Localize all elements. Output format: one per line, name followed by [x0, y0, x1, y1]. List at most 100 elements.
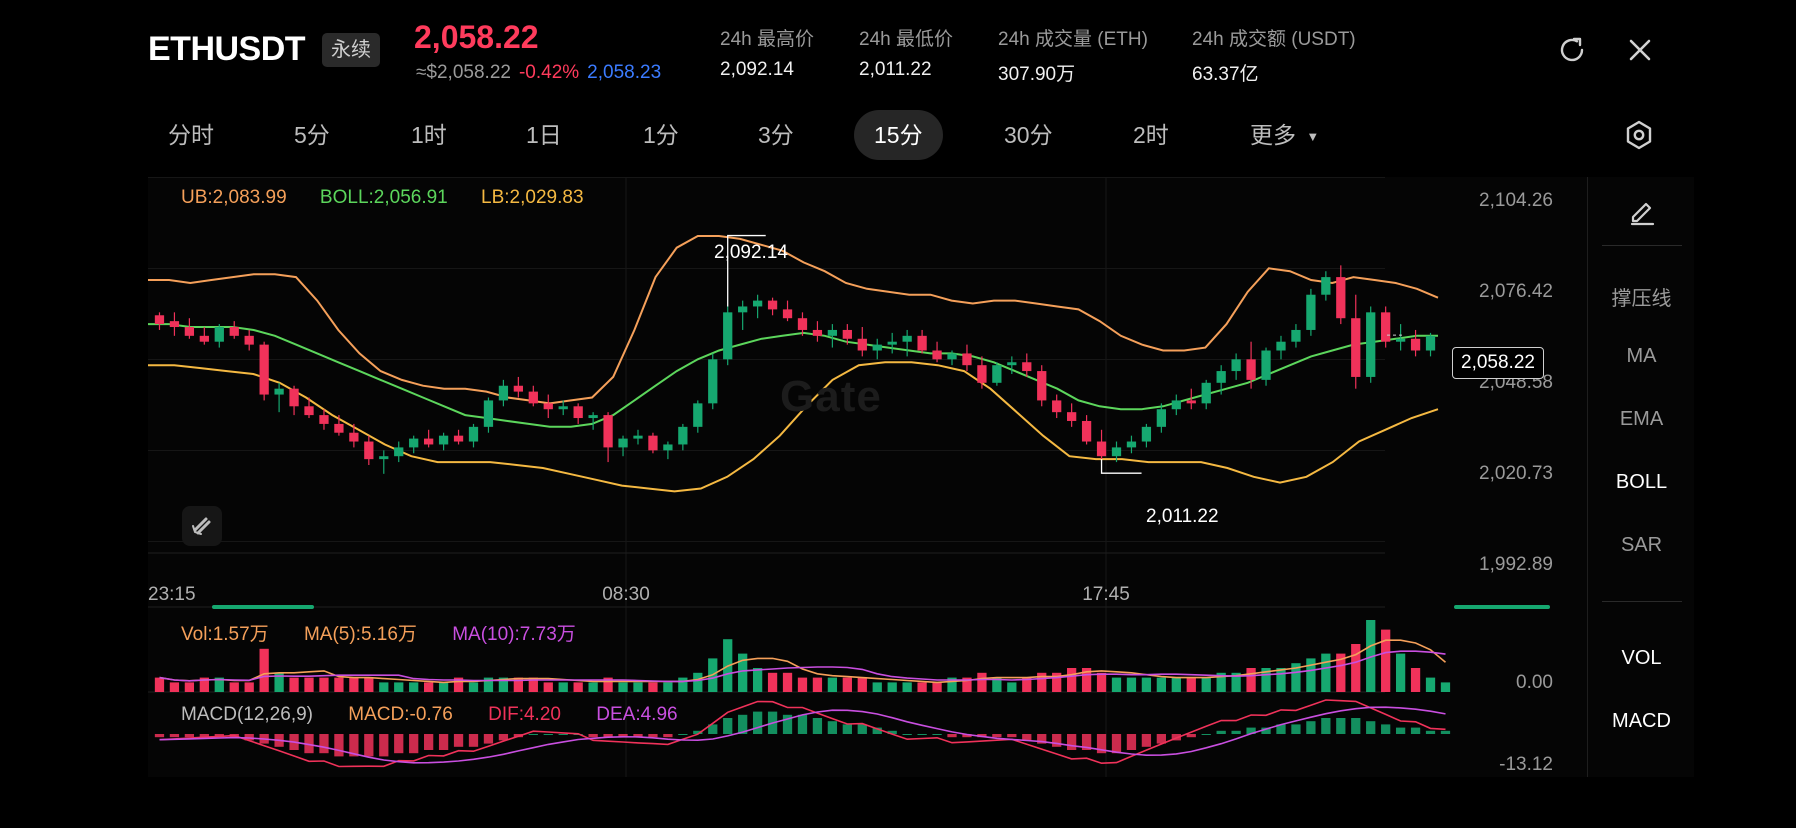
indicator-panel: 撑压线 MA EMA BOLL SAR VOL MACD [1587, 177, 1694, 777]
volume-bar [618, 682, 628, 692]
macd-bar [693, 730, 703, 734]
candle-body [1425, 335, 1436, 351]
volume-bar [184, 682, 195, 692]
indicator-boll[interactable]: BOLL [1615, 471, 1668, 493]
indicator-support-resistance[interactable]: 撑压线 [1611, 288, 1672, 310]
tab-30m[interactable]: 30分 [1004, 122, 1053, 148]
scroll-indicator-right[interactable] [1454, 605, 1550, 609]
macd-bar [424, 734, 434, 750]
dea-line [159, 706, 1446, 764]
volume-bar [663, 682, 673, 692]
vol-legend: Vol:1.57万 MA(5):5.16万 MA(10):7.73万 [181, 619, 576, 646]
candle-body [663, 444, 673, 451]
macd-bar [663, 734, 673, 738]
macd-bar [453, 734, 464, 747]
stat-label: 24h 成交量 (ETH) [998, 29, 1148, 50]
time-axis-label: 08:30 [602, 584, 650, 605]
macd-bar [857, 724, 867, 734]
candle-body [618, 438, 628, 448]
volume-bar [1410, 668, 1421, 692]
macd-bar [1381, 724, 1391, 734]
candle-body [364, 441, 374, 460]
indicator-vol[interactable]: VOL [1621, 647, 1662, 669]
tab-timeshare[interactable]: 分时 [168, 122, 214, 148]
price-axis-label: 2,020.73 [1479, 463, 1553, 484]
macd-bar [1141, 734, 1152, 747]
volume-bar [1171, 677, 1181, 692]
price-axis-label: 2,076.42 [1479, 281, 1553, 302]
tab-5m[interactable]: 5分 [294, 122, 330, 148]
candle-body [723, 312, 733, 360]
panel-divider [1602, 245, 1682, 246]
macd-bar [902, 734, 912, 735]
close-icon[interactable] [1622, 32, 1658, 68]
panel-divider [1602, 601, 1682, 602]
change-percent: -0.42% [518, 62, 580, 83]
indicator-sar[interactable]: SAR [1620, 534, 1663, 556]
indicator-macd[interactable]: MACD [1612, 710, 1671, 732]
timeframe-tabs: 分时 5分 1时 1日 1分 3分 15分 30分 2时 更多 ▼ [148, 110, 1708, 160]
refresh-icon[interactable] [1554, 32, 1590, 68]
draw-tool-button[interactable] [1588, 195, 1695, 233]
indicator-ema[interactable]: EMA [1619, 408, 1664, 430]
volume-bar [1141, 677, 1152, 692]
candle-body [154, 315, 165, 325]
tab-2h[interactable]: 2时 [1133, 122, 1169, 148]
indicator-ma[interactable]: MA [1626, 345, 1657, 367]
tab-15m[interactable]: 15分 [854, 110, 943, 160]
caret-down-icon: ▼ [1306, 128, 1320, 144]
volume-bar [379, 682, 389, 692]
macd-bar [723, 718, 733, 734]
approx-usd-price: ≈$2,058.22 [416, 62, 511, 83]
candle-body [1067, 412, 1077, 421]
volume-bar [603, 677, 613, 692]
annotations [727, 234, 1403, 474]
macd-bar [364, 734, 374, 757]
candle-body [528, 391, 538, 404]
volume-bar [678, 677, 688, 692]
candle-body [1366, 312, 1376, 377]
macd-bar [1246, 727, 1256, 734]
macd-bar [1186, 734, 1196, 738]
symbol-name[interactable]: ETHUSDT [148, 30, 306, 68]
volume-bar [752, 668, 763, 692]
volume-bar [229, 682, 239, 692]
settings-hexagon-icon[interactable] [1620, 116, 1658, 154]
candle-body [274, 388, 284, 395]
volume-bar [1096, 672, 1107, 692]
volume-bar [438, 682, 449, 692]
high-marker-line [727, 234, 766, 307]
tab-1h[interactable]: 1时 [411, 122, 447, 148]
volume-bar [453, 677, 464, 692]
chart-mode-button[interactable] [182, 506, 222, 546]
volume-bar [1231, 672, 1241, 692]
macd-bar [992, 734, 1002, 738]
macd-bar [648, 734, 658, 738]
boll-middle-line [148, 323, 1438, 428]
high-price-label: 2,092.14 [714, 242, 788, 263]
candle-body [782, 309, 793, 319]
stat-value: 307.90万 [998, 64, 1076, 85]
volume-bar [1156, 677, 1166, 692]
time-axis-label: 23:15 [148, 584, 196, 605]
vol-ma5-value: MA(5):5.16万 [303, 624, 417, 645]
chart-canvas[interactable]: 2,104.26 2,076.42 2,048.58 2,020.73 1,99… [148, 177, 1694, 777]
candle-body [1336, 277, 1346, 319]
tab-1d[interactable]: 1日 [526, 122, 562, 148]
boll-legend: UB:2,083.99 BOLL:2,056.91 LB:2,029.83 [181, 187, 584, 209]
volume-bar [304, 677, 314, 692]
tab-more[interactable]: 更多 ▼ [1230, 110, 1339, 160]
candle-body [1007, 362, 1017, 366]
volume-bar [289, 677, 299, 692]
kline-chart[interactable]: 2,104.26 2,076.42 2,048.58 2,020.73 1,99… [148, 177, 1694, 777]
dif-value: DIF:4.20 [488, 704, 561, 725]
volume-bar [1321, 653, 1331, 692]
tab-3m[interactable]: 3分 [758, 122, 794, 148]
candle-body [304, 406, 314, 416]
tab-1m[interactable]: 1分 [643, 122, 679, 148]
volume-bar [1007, 682, 1017, 692]
volume-bar [1291, 663, 1301, 692]
volume-bar [962, 677, 972, 692]
scroll-indicator-left[interactable] [212, 605, 314, 609]
macd-bar [319, 734, 329, 754]
